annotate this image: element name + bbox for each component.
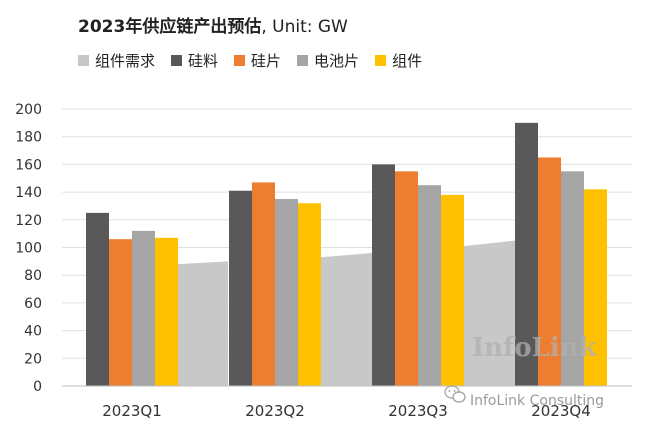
watermark-layer: InfoLink InfoLink Consulting	[444, 333, 604, 409]
legend-item-demand: 组件需求	[78, 50, 155, 71]
bar-2-3	[441, 194, 464, 386]
bar-1-3	[298, 203, 321, 386]
legend-item-cell: 电池片	[297, 50, 359, 71]
legend-swatch-wafer	[234, 55, 246, 66]
bar-1-0	[229, 190, 252, 386]
legend-label-cell: 电池片	[314, 52, 360, 70]
chart-title-unit: , Unit: GW	[261, 17, 348, 37]
bar-1-1	[252, 182, 275, 386]
y-tick-label: 40	[24, 324, 42, 340]
bar-2-2	[418, 185, 441, 386]
legend-swatch-polysilicon	[171, 55, 183, 66]
y-tick-label: 80	[24, 268, 42, 284]
y-tick-label: 200	[15, 102, 42, 118]
y-tick-label: 140	[15, 185, 42, 201]
watermark-brand: InfoLink	[472, 333, 598, 363]
demand-area-segment	[464, 240, 515, 386]
legend-label-polysilicon: 硅料	[188, 52, 219, 70]
legend-item-module: 组件	[375, 50, 422, 71]
y-tick-label: 100	[15, 241, 42, 257]
x-tick-label: 2023Q1	[102, 402, 162, 420]
legend-label-module: 组件	[392, 52, 423, 70]
legend-swatch-cell	[297, 55, 309, 66]
chart-legend: 组件需求 硅料 硅片 电池片 组件	[78, 50, 422, 71]
bar-3-0	[515, 122, 538, 386]
bar-2-1	[395, 171, 418, 386]
chart-title: 2023年供应链产出预估, Unit: GW	[78, 12, 348, 37]
demand-area-segment	[321, 253, 372, 386]
axis-layer: 0 20 40 60 80 100 120 140 160 180 200 2023Q1 2023Q2 2…	[15, 102, 632, 420]
y-tick-label: 160	[15, 157, 42, 173]
watermark-wechat: InfoLink Consulting	[470, 393, 604, 409]
y-tick-label: 180	[15, 130, 42, 146]
demand-area-layer	[178, 240, 515, 386]
bar-0-1	[109, 239, 132, 386]
bar-3-3	[584, 189, 607, 386]
wechat-icon	[444, 385, 466, 403]
bar-0-2	[132, 230, 155, 386]
bar-layer	[86, 122, 607, 386]
y-tick-label: 20	[24, 351, 42, 367]
legend-label-demand: 组件需求	[95, 52, 156, 70]
chart-title-main: 2023年供应链产出预估	[78, 17, 262, 37]
y-tick-label: 0	[33, 379, 42, 395]
legend-swatch-demand	[78, 55, 89, 66]
y-tick-label: 120	[15, 213, 42, 229]
y-tick-label: 60	[24, 296, 42, 312]
bar-0-3	[155, 237, 178, 386]
bar-3-2	[561, 171, 584, 386]
bar-2-0	[372, 164, 395, 386]
bar-1-2	[275, 199, 298, 386]
legend-item-wafer: 硅片	[234, 50, 281, 71]
x-tick-label: 2023Q2	[245, 402, 305, 420]
x-tick-label: 2023Q4	[531, 402, 591, 420]
demand-area-segment	[178, 261, 228, 386]
bar-3-1	[538, 157, 561, 386]
bar-0-0	[86, 212, 109, 386]
legend-item-polysilicon: 硅料	[171, 50, 218, 71]
legend-swatch-module	[375, 55, 387, 66]
legend-label-wafer: 硅片	[251, 52, 282, 70]
x-tick-label: 2023Q3	[388, 402, 448, 420]
